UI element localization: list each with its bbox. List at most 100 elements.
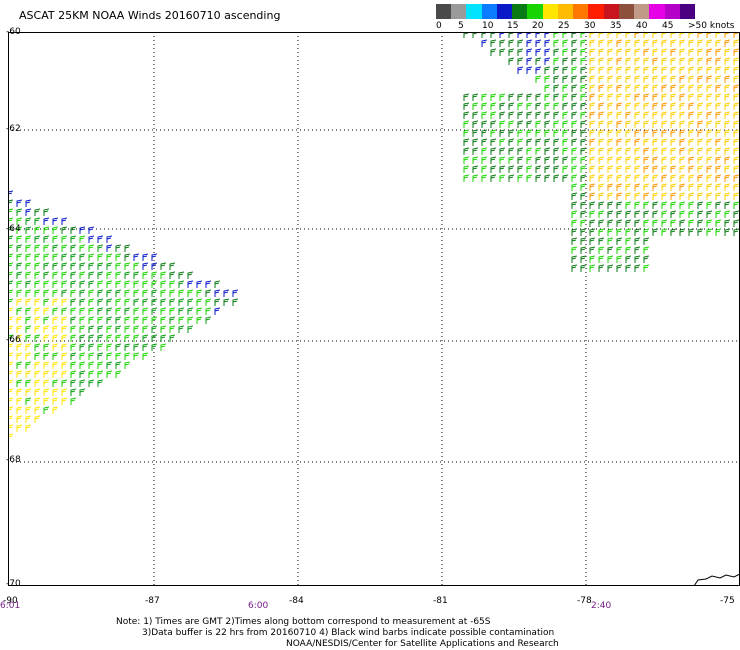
wind-barb: [598, 32, 604, 38]
wind-barb: [580, 32, 586, 38]
wind-barb: [106, 334, 113, 342]
wind-barb: [151, 325, 158, 333]
wind-barb: [535, 93, 542, 101]
wind-barb: [97, 352, 104, 360]
wind-barb: [706, 111, 713, 119]
wind-barb: [661, 138, 668, 146]
wind-barb: [43, 406, 50, 414]
wind-barb: [733, 147, 740, 155]
wind-barb: [688, 111, 695, 119]
wind-barb: [52, 289, 59, 297]
wind-barb: [571, 255, 578, 263]
wind-barb: [679, 57, 686, 65]
wind-barb: [124, 298, 131, 306]
wind-barb: [88, 253, 95, 261]
wind-barb: [34, 397, 41, 405]
wind-barb: [580, 219, 587, 227]
wind-barb: [472, 165, 479, 173]
wind-barb: [178, 289, 185, 297]
legend-swatch: [466, 4, 482, 19]
wind-barb: [232, 289, 239, 297]
wind-barb: [196, 298, 203, 306]
wind-barb: [43, 397, 50, 405]
wind-barb: [589, 147, 596, 155]
wind-barb: [214, 280, 221, 288]
wind-barb: [43, 253, 50, 261]
wind-barb: [598, 111, 605, 119]
wind-barb: [643, 192, 650, 200]
wind-barb: [652, 138, 659, 146]
wind-barb: [598, 66, 605, 74]
wind-barb: [517, 111, 524, 119]
wind-barb: [661, 201, 668, 209]
wind-barb: [616, 237, 623, 245]
wind-barb: [715, 174, 722, 182]
wind-barb: [43, 271, 50, 279]
wind-barb: [232, 298, 239, 306]
wind-barb: [16, 235, 23, 243]
wind-barb: [490, 93, 497, 101]
wind-barb: [79, 307, 86, 315]
wind-barb: [61, 343, 68, 351]
wind-barb: [616, 129, 623, 137]
wind-barb: [34, 235, 41, 243]
wind-barb: [88, 307, 95, 315]
wind-barb: [34, 361, 41, 369]
wind-barb: [643, 102, 650, 110]
wind-barb: [571, 102, 578, 110]
wind-barb: [169, 280, 176, 288]
wind-barb: [517, 147, 524, 155]
legend-label: >50 knots: [688, 21, 735, 31]
wind-barb: [61, 253, 68, 261]
wind-barb: [688, 120, 695, 128]
wind-barb: [598, 120, 605, 128]
wind-barb: [16, 253, 23, 261]
wind-barb: [643, 111, 650, 119]
wind-barb: [16, 199, 23, 207]
wind-barb: [151, 271, 158, 279]
wind-barb: [715, 183, 722, 191]
wind-barb: [715, 75, 722, 83]
wind-barb: [553, 129, 560, 137]
wind-barb: [688, 32, 694, 38]
wind-barb: [589, 192, 596, 200]
wind-barb: [52, 262, 59, 270]
wind-barb: [589, 120, 596, 128]
wind-barb: [616, 147, 623, 155]
wind-barb: [133, 298, 140, 306]
wind-barb: [61, 262, 68, 270]
wind-barb: [724, 156, 731, 164]
lat-label: -68: [6, 455, 21, 465]
wind-barb: [598, 138, 605, 146]
wind-barb: [733, 39, 740, 47]
wind-barb: [535, 48, 542, 56]
wind-barb: [553, 84, 560, 92]
wind-barb: [553, 48, 560, 56]
wind-barb: [688, 210, 695, 218]
wind-barb: [133, 262, 140, 270]
wind-barb: [43, 352, 50, 360]
wind-barb: [160, 271, 167, 279]
wind-barb: [223, 298, 230, 306]
wind-barb: [643, 228, 650, 236]
wind-barb: [670, 57, 677, 65]
wind-barb: [616, 255, 623, 263]
wind-barb: [715, 210, 722, 218]
wind-barb: [634, 183, 641, 191]
wind-barb: [715, 66, 722, 74]
wind-barb: [463, 93, 470, 101]
wind-barb: [169, 262, 176, 270]
wind-barb: [634, 120, 641, 128]
wind-barb: [679, 147, 686, 155]
wind-barb: [61, 280, 68, 288]
wind-barb: [733, 102, 740, 110]
wind-barb: [652, 48, 659, 56]
wind-barb: [715, 147, 722, 155]
wind-barb: [580, 264, 587, 272]
wind-barb: [688, 183, 695, 191]
wind-barb: [16, 406, 23, 414]
wind-barb: [706, 228, 713, 236]
wind-barb: [688, 192, 695, 200]
wind-barb: [70, 271, 77, 279]
wind-barb: [679, 111, 686, 119]
